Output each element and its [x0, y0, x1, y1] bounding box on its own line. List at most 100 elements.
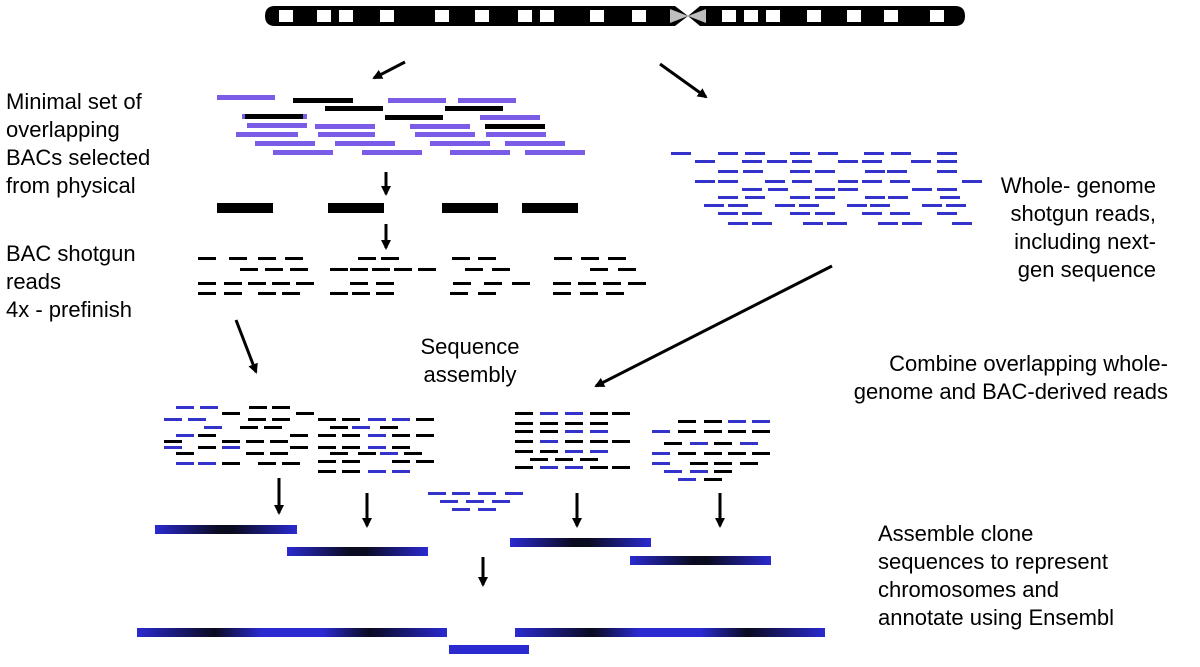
black-read [728, 452, 746, 455]
black-read [664, 442, 682, 445]
black-read [248, 418, 266, 421]
black-read [198, 446, 216, 449]
black-read [515, 440, 533, 443]
black-read [296, 412, 314, 415]
contig-bar [287, 547, 428, 556]
wgs-read [565, 450, 583, 453]
wgs-read [864, 152, 884, 155]
chromosome-bands [279, 10, 944, 22]
black-read [590, 412, 608, 415]
label-wgs: Whole- genome shotgun reads, including n… [1000, 173, 1156, 282]
bac-shotgun-read [452, 257, 470, 260]
black-read [515, 412, 533, 415]
wgs-read [937, 160, 957, 163]
wgs-read [740, 442, 758, 445]
black-read [690, 462, 708, 465]
black-read [515, 450, 533, 453]
bac-shotgun-read [296, 282, 314, 285]
wgs-read [565, 412, 583, 415]
wgs-read [922, 204, 942, 207]
wgs-read [540, 440, 558, 443]
wgs-read [742, 212, 762, 215]
wgs-read [862, 180, 882, 183]
black-read [380, 426, 398, 429]
black-read [264, 426, 282, 429]
black-read [515, 466, 533, 469]
black-read [222, 440, 240, 443]
bac-shotgun-read [478, 257, 496, 260]
bac-shotgun-read [224, 292, 242, 295]
black-read [272, 418, 290, 421]
bac-shotgun-read [553, 292, 571, 295]
wgs-read [790, 212, 810, 215]
black-read [530, 458, 548, 461]
black-read [704, 452, 722, 455]
black-read [318, 446, 336, 449]
wgs-read [164, 418, 182, 421]
bac-shotgun-read [581, 257, 599, 260]
wgs-read [718, 212, 738, 215]
wgs-read [937, 170, 957, 173]
bac-shotgun-read [282, 292, 300, 295]
wgs-read [200, 406, 218, 409]
black-read [612, 466, 630, 469]
bac-shotgun-read [350, 282, 368, 285]
bac-shotgun-read [372, 268, 390, 271]
bac-shotgun-read [330, 292, 348, 295]
wgs-read [728, 222, 748, 225]
wgs-read [204, 426, 222, 429]
bac-shotgun-read [352, 292, 370, 295]
black-read [590, 440, 608, 443]
bac-shotgun-read [465, 268, 483, 271]
black-read [704, 430, 722, 433]
black-read [270, 440, 288, 443]
black-read [416, 434, 434, 437]
wgs-read [718, 180, 738, 183]
wgs-read [799, 204, 819, 207]
black-read [198, 434, 216, 437]
black-read [728, 430, 746, 433]
black-read [318, 418, 336, 421]
wgs-read [815, 212, 835, 215]
bac-shotgun-read [258, 292, 276, 295]
wgs-read [565, 430, 583, 433]
wgs-read [887, 170, 907, 173]
black-read [164, 440, 182, 443]
black-read [590, 466, 608, 469]
black-read [222, 412, 240, 415]
bac-shotgun-reads [198, 257, 646, 295]
black-read [740, 462, 758, 465]
black-read [540, 450, 558, 453]
wgs-read [790, 196, 810, 199]
bac-shotgun-read [248, 282, 266, 285]
wgs-read [790, 152, 810, 155]
wgs-reads [671, 152, 982, 225]
black-read [258, 462, 276, 465]
bac-shotgun-read [608, 257, 626, 260]
bac-shotgun-read [492, 268, 510, 271]
bac-clones [217, 203, 578, 213]
black-read [416, 460, 434, 463]
bac-shotgun-read [554, 257, 572, 260]
wgs-read [492, 500, 510, 503]
wgs-read [815, 196, 835, 199]
black-read [222, 462, 240, 465]
black-read [678, 430, 696, 433]
wgs-read [742, 188, 762, 191]
bac-shotgun-read [450, 292, 468, 295]
wgs-read [704, 204, 724, 207]
black-read [290, 434, 308, 437]
wgs-read [862, 160, 882, 163]
wgs-read [690, 442, 708, 445]
wgs-read [838, 180, 858, 183]
wgs-read [505, 492, 523, 495]
black-read [318, 434, 336, 437]
contig-bar [155, 525, 297, 534]
wgs-read [718, 196, 738, 199]
wgs-read [792, 160, 812, 163]
wgs-read [818, 152, 838, 155]
bac-shotgun-read [580, 292, 598, 295]
label-bac-selection: Minimal set of overlapping BACs selected… [6, 89, 151, 198]
black-read [240, 426, 258, 429]
